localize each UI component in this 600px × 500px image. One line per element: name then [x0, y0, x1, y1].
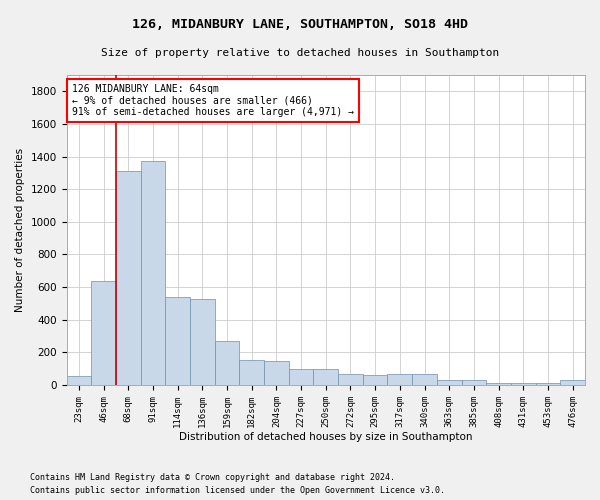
Text: Contains HM Land Registry data © Crown copyright and database right 2024.: Contains HM Land Registry data © Crown c… — [30, 472, 395, 482]
Bar — [165, 297, 190, 385]
Bar — [338, 374, 363, 385]
Bar — [560, 380, 585, 385]
Bar — [486, 384, 511, 385]
Bar — [412, 374, 437, 385]
Bar — [289, 368, 313, 385]
Y-axis label: Number of detached properties: Number of detached properties — [15, 148, 25, 312]
Bar — [388, 374, 412, 385]
Bar — [67, 376, 91, 385]
Bar — [363, 375, 388, 385]
Bar — [437, 380, 461, 385]
Bar — [140, 162, 165, 385]
Bar — [461, 380, 486, 385]
Bar — [239, 360, 264, 385]
Text: Size of property relative to detached houses in Southampton: Size of property relative to detached ho… — [101, 48, 499, 58]
Bar — [91, 280, 116, 385]
Bar — [190, 298, 215, 385]
Bar — [264, 360, 289, 385]
Bar — [215, 341, 239, 385]
X-axis label: Distribution of detached houses by size in Southampton: Distribution of detached houses by size … — [179, 432, 473, 442]
Text: Contains public sector information licensed under the Open Government Licence v3: Contains public sector information licen… — [30, 486, 445, 495]
Bar — [511, 384, 536, 385]
Text: 126 MIDANBURY LANE: 64sqm
← 9% of detached houses are smaller (466)
91% of semi-: 126 MIDANBURY LANE: 64sqm ← 9% of detach… — [72, 84, 354, 117]
Text: 126, MIDANBURY LANE, SOUTHAMPTON, SO18 4HD: 126, MIDANBURY LANE, SOUTHAMPTON, SO18 4… — [132, 18, 468, 30]
Bar — [536, 384, 560, 385]
Bar — [116, 172, 140, 385]
Bar — [313, 370, 338, 385]
